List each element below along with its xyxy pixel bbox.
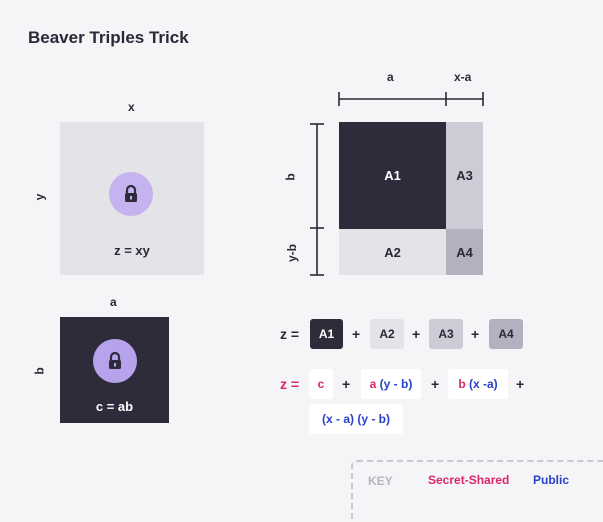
equation2-lead: z =	[280, 376, 300, 392]
eq2-term-b-x-a: b (x -a)	[448, 369, 508, 399]
equation1-lead: z =	[280, 326, 300, 342]
eq2-term-a-y-b: a (y - b)	[361, 369, 421, 399]
xy-box: z = xy	[60, 122, 204, 275]
key-secret-shared: Secret-Shared	[428, 473, 510, 487]
plus-sign: +	[431, 376, 440, 392]
z-equals-xy-text: z = xy	[114, 243, 150, 258]
key-public: Public	[533, 473, 570, 487]
eq2-term-c: c	[309, 369, 333, 399]
secret-part-a: a	[369, 377, 380, 391]
cell-a4: A4	[446, 229, 483, 275]
public-part-y-b: (y - b)	[379, 377, 413, 391]
lock-icon	[109, 172, 153, 216]
key-legend	[351, 460, 603, 522]
ab-box: c = ab	[60, 317, 169, 423]
grid-label-y-b: y-b	[285, 244, 299, 262]
diagram-canvas: Beaver Triples Trick x y z = xy a b c = …	[28, 28, 603, 522]
cell-a2: A2	[339, 229, 446, 275]
eq1-term-a1: A1	[310, 319, 343, 349]
a-label-small: a	[110, 295, 117, 309]
cell-a1: A1	[339, 122, 446, 229]
b-label-small: b	[32, 367, 47, 375]
dimension-brackets	[310, 92, 484, 276]
cell-a3: A3	[446, 122, 483, 229]
plus-sign: +	[471, 326, 480, 342]
grid-label-b: b	[283, 173, 298, 181]
grid-label-x-a: x-a	[454, 70, 472, 84]
x-label: x	[128, 100, 135, 114]
key-label: KEY	[368, 474, 393, 488]
plus-sign: +	[352, 326, 361, 342]
eq1-term-a3: A3	[429, 319, 463, 349]
y-label: y	[32, 193, 47, 201]
eq1-term-a2: A2	[370, 319, 404, 349]
lock-icon	[93, 339, 137, 383]
plus-sign: +	[412, 326, 421, 342]
eq1-term-a4: A4	[489, 319, 523, 349]
plus-sign: +	[342, 376, 351, 392]
page-title: Beaver Triples Trick	[28, 28, 189, 47]
eq2-term-public-product: (x - a) (y - b)	[309, 404, 403, 434]
public-part-x-a: (x -a)	[469, 377, 498, 391]
grid-label-a: a	[387, 70, 394, 84]
c-equals-ab-text: c = ab	[95, 399, 134, 414]
secret-part-b: b	[458, 377, 469, 391]
plus-sign: +	[516, 376, 525, 392]
